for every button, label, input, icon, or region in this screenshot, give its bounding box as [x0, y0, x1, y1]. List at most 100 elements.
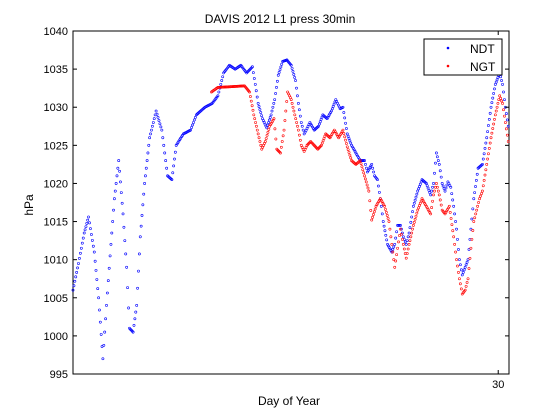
legend-marker-ndt — [446, 46, 450, 50]
data-point-ndt — [488, 111, 492, 115]
data-point-ngt — [458, 282, 462, 286]
data-point-ndt — [123, 239, 127, 243]
data-point-ndt — [270, 109, 274, 113]
chart-title: DAVIS 2012 L1 press 30min — [205, 12, 356, 26]
data-point-ngt — [500, 99, 503, 103]
data-point-ngt — [490, 131, 494, 135]
data-point-ndt — [116, 166, 120, 170]
data-point-ndt — [255, 95, 259, 99]
data-point-ndt — [132, 324, 136, 327]
data-point-ndt — [317, 122, 321, 126]
data-point-ndt — [98, 320, 102, 324]
data-point-ndt — [413, 198, 417, 202]
data-point-ngt — [435, 185, 439, 189]
data-point-ngt — [390, 243, 394, 246]
data-point-ngt — [477, 201, 480, 204]
data-point-ndt — [292, 73, 296, 76]
data-point-ngt — [435, 182, 438, 185]
data-point-ngt — [491, 127, 495, 130]
data-point-ndt — [401, 235, 405, 239]
data-point-ngt — [488, 141, 492, 145]
data-point-ndt — [418, 182, 422, 186]
data-point-ndt — [136, 286, 139, 290]
data-point-ndt — [271, 105, 275, 109]
data-point-ndt — [82, 231, 86, 235]
data-point-ndt — [320, 115, 324, 119]
data-point-ngt — [384, 211, 388, 214]
data-point-ngt — [364, 180, 368, 184]
data-point-ngt — [482, 178, 486, 182]
data-point-ngt — [469, 246, 473, 250]
y-tick-label: 1000 — [44, 331, 68, 343]
data-point-ndt — [451, 198, 455, 202]
data-point-ndt — [276, 73, 280, 77]
data-point-ngt — [505, 133, 509, 137]
data-point-ndt — [412, 201, 416, 205]
data-point-ndt — [164, 159, 168, 162]
data-point-ngt — [249, 99, 253, 103]
data-point-ndt — [393, 243, 397, 246]
data-point-ndt — [494, 80, 498, 84]
data-point-ngt — [431, 199, 434, 203]
data-point-ngt — [433, 189, 436, 193]
data-point-ngt — [279, 151, 282, 155]
data-point-ndt — [73, 279, 77, 283]
data-point-ngt — [366, 186, 370, 190]
data-point-ndt — [409, 220, 413, 224]
data-point-ndt — [139, 224, 143, 228]
data-point-ndt — [474, 185, 477, 188]
data-point-ndt — [462, 268, 466, 272]
x-tick-label: 30 — [492, 379, 504, 391]
data-point-ndt — [158, 122, 162, 126]
data-point-ndt — [141, 203, 145, 207]
data-point-ndt — [317, 124, 320, 128]
data-point-ngt — [387, 220, 391, 223]
data-point-ndt — [77, 262, 80, 265]
data-point-ndt — [142, 192, 146, 196]
data-point-ndt — [217, 90, 221, 94]
data-point-ndt — [106, 279, 110, 283]
data-point-ndt — [473, 191, 477, 194]
data-point-ngt — [416, 208, 420, 212]
data-point-ndt — [78, 256, 81, 260]
data-point-ngt — [401, 243, 405, 246]
data-point-ndt — [85, 221, 89, 225]
data-point-ndt — [134, 310, 138, 314]
data-point-ndt — [410, 215, 414, 219]
data-point-ndt — [506, 124, 510, 128]
data-point-ndt — [265, 126, 269, 130]
data-point-ndt — [443, 189, 447, 193]
data-point-ndt — [503, 98, 506, 102]
data-point-ndt — [429, 193, 433, 197]
data-point-ngt — [281, 134, 285, 138]
data-point-ndt — [424, 182, 428, 185]
data-point-ndt — [438, 169, 442, 173]
data-point-ndt — [190, 126, 193, 129]
data-point-ndt — [484, 141, 488, 145]
data-point-ngt — [397, 240, 400, 244]
data-point-ndt — [269, 113, 273, 117]
data-point-ndt — [434, 161, 437, 165]
data-point-ngt — [289, 98, 293, 102]
data-point-ndt — [471, 207, 475, 211]
data-point-ngt — [279, 145, 283, 149]
data-point-ndt — [407, 231, 411, 235]
data-point-ndt — [126, 286, 129, 290]
data-point-ngt — [359, 162, 363, 166]
data-point-ngt — [297, 133, 301, 137]
data-point-ngt — [458, 277, 461, 281]
data-point-ndt — [363, 159, 366, 162]
data-point-ndt — [481, 157, 485, 161]
data-point-ndt — [365, 166, 368, 170]
data-point-ndt — [124, 252, 128, 256]
data-point-ndt — [460, 273, 464, 277]
data-point-ngt — [343, 135, 347, 139]
data-point-ndt — [148, 136, 152, 140]
data-point-ndt — [417, 187, 420, 191]
data-point-ndt — [72, 284, 76, 288]
data-point-ndt — [333, 100, 337, 104]
data-point-ngt — [493, 113, 497, 117]
data-point-ndt — [391, 248, 395, 251]
data-point-ndt — [489, 105, 493, 109]
data-point-ngt — [484, 168, 488, 172]
